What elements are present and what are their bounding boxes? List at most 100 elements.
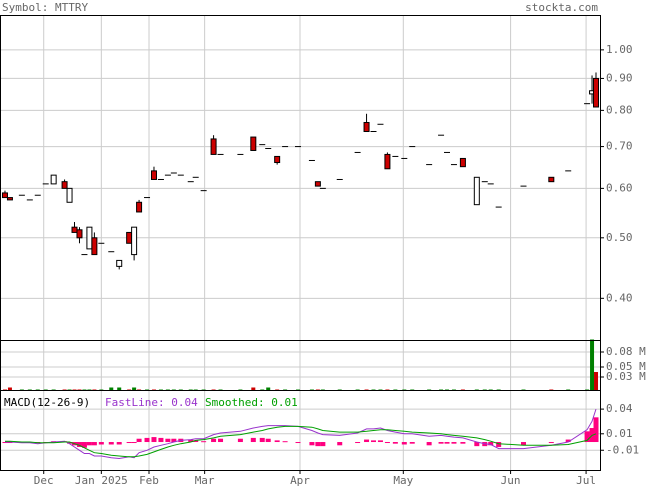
candle-body (250, 136, 257, 151)
candle-body (91, 237, 98, 256)
volume-bar (521, 389, 526, 390)
macd-histogram-bar (76, 442, 82, 447)
macd-histogram-bar (165, 438, 171, 443)
grid-layer (0, 16, 600, 470)
volume-bar (151, 389, 156, 390)
volume-bar (43, 389, 48, 390)
macd-histogram-bar (584, 431, 590, 443)
volume-bar (211, 389, 216, 390)
macd-histogram-bar (188, 439, 194, 443)
volume-bar (590, 339, 595, 390)
volume-bar (439, 389, 444, 390)
macd-histogram-bar (126, 442, 132, 444)
macd-histogram-bar (250, 437, 256, 443)
volume-bar (385, 389, 390, 390)
macd-histogram-bar (116, 442, 122, 445)
volume-bar (165, 389, 170, 390)
macd-histogram-bar (409, 442, 415, 444)
volume-bar (127, 389, 132, 390)
candle-body (6, 197, 13, 201)
macd-tick-label: 0.04 (606, 402, 633, 415)
x-tick-label: Feb (139, 474, 159, 486)
volume-tick-label: 0.03 M (606, 370, 646, 383)
macd-histogram-bar (320, 442, 326, 447)
x-tick-label: May (393, 474, 413, 486)
macd-label: MACD(12-26-9) (4, 396, 90, 409)
macd-histogram-bar (438, 442, 444, 444)
volume-bar (35, 389, 40, 390)
volume-bar (427, 389, 432, 390)
macd-histogram-bar (237, 438, 243, 443)
x-tick-label: Jul (576, 474, 596, 486)
volume-bar (474, 389, 479, 390)
candle-body (548, 176, 555, 183)
macd-histogram-bar (451, 442, 457, 444)
macd-histogram-bar (593, 417, 599, 443)
volume-tick-label: 0.08 M (606, 345, 646, 358)
candle-body (76, 229, 83, 239)
volume-bar (201, 389, 206, 390)
x-tick-label: Jun (501, 474, 521, 486)
macd-histogram-bar (218, 438, 224, 443)
macd-histogram-bar (108, 442, 114, 445)
macd-histogram-bar (488, 442, 494, 446)
volume-bar (488, 389, 493, 390)
volume-bar (275, 389, 280, 390)
volume-bar (82, 389, 87, 390)
x-tick-label: Jan 2025 (75, 474, 128, 486)
candle-body (126, 231, 133, 244)
volume-bar (2, 389, 7, 390)
volume-tick-label: 0.05 M (606, 360, 646, 373)
macd-histogram-bar (309, 442, 315, 446)
macd-histogram-bar (67, 442, 73, 444)
candle-body (473, 176, 480, 206)
candle-body (363, 121, 370, 133)
volume-bar (19, 389, 24, 390)
volume-bar (378, 389, 383, 390)
legend-entry: Smoothed: 0.01 (205, 396, 298, 409)
candle-body (1, 192, 8, 199)
volume-bar (99, 389, 104, 390)
volume-bar (451, 389, 456, 390)
y-tick-label: 1.00 (606, 43, 633, 56)
candle-body (86, 226, 93, 250)
candle-body (274, 155, 281, 164)
y-tick-label: 0.60 (606, 181, 633, 194)
macd-histogram-bar (565, 439, 571, 443)
macd-line (5, 425, 597, 458)
candle-body (50, 174, 57, 185)
volume-bar (371, 389, 376, 390)
volume-bar (594, 372, 599, 390)
volume-bar (109, 387, 114, 390)
macd-line (5, 408, 597, 460)
candle-body (136, 201, 143, 213)
candle-body (66, 187, 73, 203)
candle-body (459, 157, 466, 168)
macd-histogram-bar (548, 442, 554, 444)
macd-histogram-bar (315, 442, 321, 447)
volume-bar (62, 389, 67, 390)
volume-bar (92, 389, 97, 390)
macd-histogram-bar (98, 442, 104, 445)
volume-bar (137, 389, 142, 390)
marks-layer (1, 72, 600, 460)
macd-histogram-bar (136, 438, 142, 443)
candle-body (314, 181, 321, 187)
macd-histogram-bar (211, 438, 217, 443)
candle-body (593, 77, 600, 108)
macd-histogram-bar (259, 437, 265, 443)
volume-bar (188, 389, 193, 390)
macd-histogram-bar (91, 442, 97, 446)
macd-histogram-bar (474, 442, 480, 447)
macd-histogram-bar (86, 442, 92, 446)
macd-histogram-bar (460, 442, 466, 444)
volume-bar (87, 389, 92, 390)
macd-histogram-bar (444, 442, 450, 444)
macd-tick-label: -0.01 (606, 443, 639, 456)
macd-histogram-bar (384, 442, 390, 444)
macd-histogram-bar (265, 438, 271, 443)
volume-bar (460, 389, 465, 390)
volume-bar (266, 387, 271, 390)
volume-bar (482, 389, 487, 390)
